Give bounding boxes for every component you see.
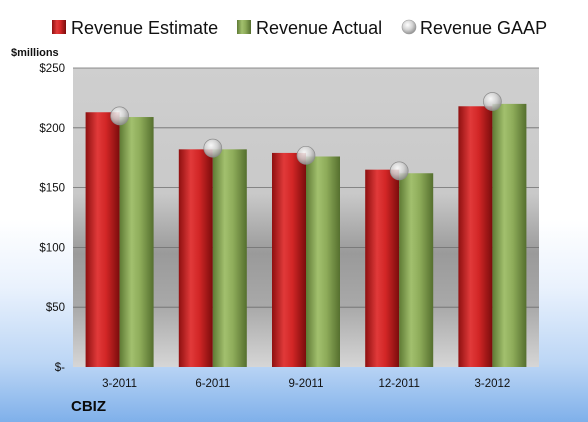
bars	[85, 103, 527, 367]
y-unit-label: $millions	[11, 47, 59, 59]
legend-label-estimate: Revenue Estimate	[71, 18, 218, 38]
bar-estimate	[458, 106, 493, 367]
bar-estimate	[85, 112, 120, 367]
bar-actual	[306, 156, 340, 367]
gaap-marker	[203, 138, 223, 158]
bar-actual	[399, 173, 434, 367]
legend-marker-gaap	[401, 19, 417, 35]
x-tick-label: 9-2011	[289, 378, 324, 390]
y-tick-label: $200	[39, 123, 65, 135]
legend-label-gaap: Revenue GAAP	[420, 18, 547, 38]
y-tick-label: $150	[39, 183, 65, 195]
y-tick-label: $-	[55, 362, 65, 374]
gaap-marker	[483, 92, 502, 111]
x-tick-label: 12-2011	[379, 378, 420, 390]
bar-estimate	[365, 169, 400, 367]
x-tick-label: 6-2011	[195, 378, 230, 390]
gaap-marker	[389, 161, 409, 181]
gaap-marker	[296, 145, 316, 165]
x-tick-label: 3-2012	[474, 378, 510, 390]
y-tick-label: $250	[39, 63, 65, 75]
legend-swatch-estimate	[52, 20, 66, 34]
bar-actual	[212, 149, 247, 367]
y-axis: $- $50 $100 $150 $200 $250	[39, 63, 65, 374]
y-tick-label: $100	[39, 242, 65, 254]
legend-label-actual: Revenue Actual	[256, 18, 382, 38]
company-label: CBIZ	[71, 398, 106, 415]
gaap-markers	[110, 92, 502, 181]
legend: Revenue Estimate Revenue Actual Revenue …	[52, 18, 547, 38]
bar-estimate	[272, 152, 306, 367]
bar-estimate	[178, 149, 213, 367]
y-tick-label: $50	[46, 302, 65, 314]
x-tick-label: 3-2011	[102, 378, 137, 390]
x-axis: 3-2011 6-2011 9-2011 12-2011 3-2012	[102, 378, 510, 390]
bar-actual	[492, 103, 527, 367]
gaap-marker	[110, 106, 129, 126]
legend-swatch-actual	[237, 20, 251, 34]
bar-actual	[119, 117, 154, 367]
